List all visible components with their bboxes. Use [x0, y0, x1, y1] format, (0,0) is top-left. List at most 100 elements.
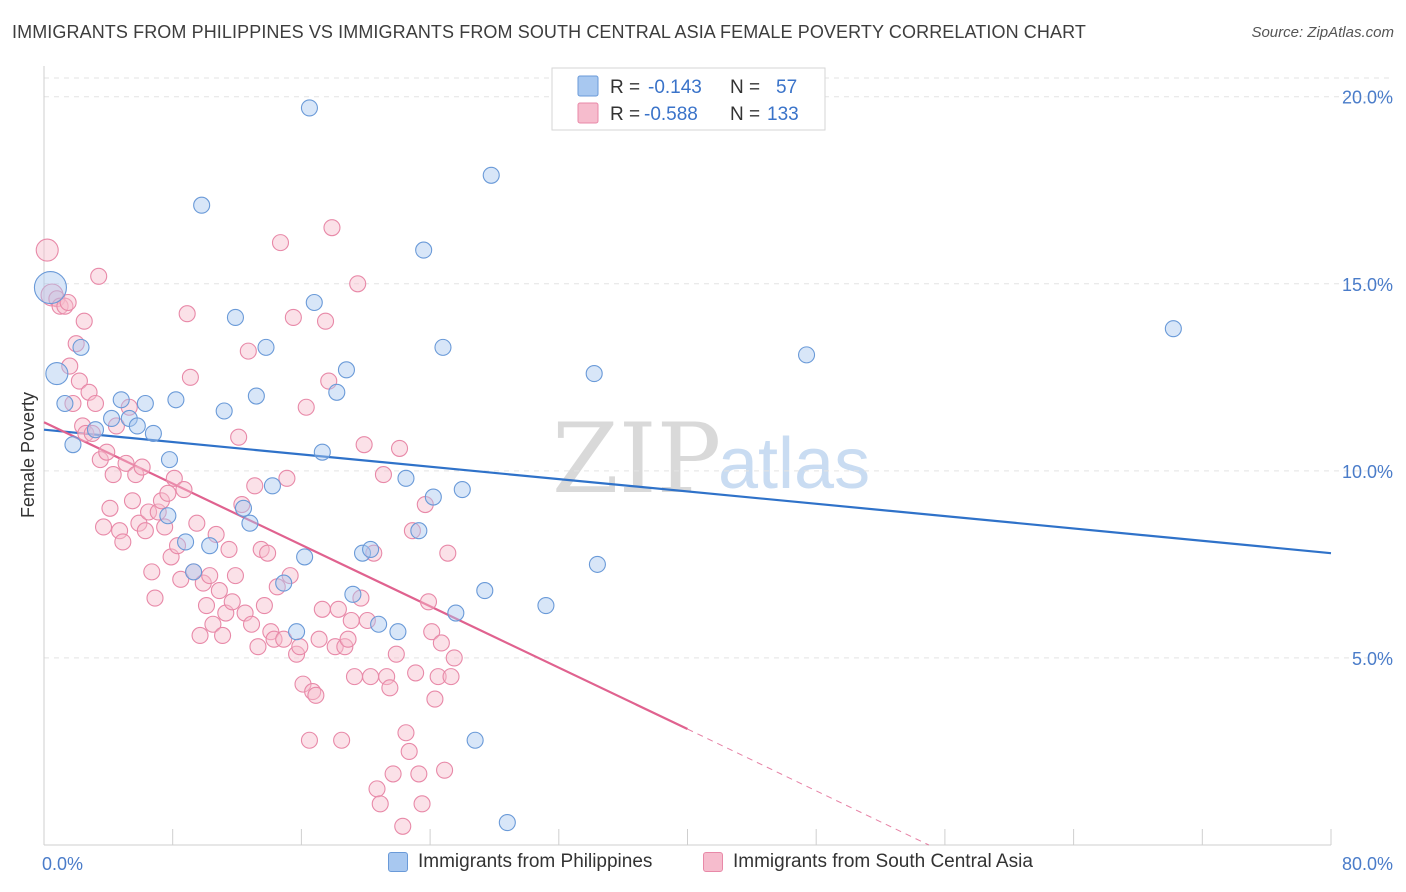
bottom-legend-item-philippines: Immigrants from Philippines	[388, 851, 652, 873]
south-central-asia-swatch	[703, 852, 723, 872]
philippines-point	[103, 409, 121, 428]
south-central-asia-point	[133, 458, 151, 476]
legend-swatch-south-central-asia	[577, 102, 599, 124]
south-central-asia-point	[316, 312, 335, 330]
philippines-point	[313, 443, 331, 461]
philippines-point	[72, 338, 90, 356]
south-central-asia-point	[191, 626, 209, 645]
philippines-point	[370, 615, 388, 633]
grid	[44, 77, 1392, 659]
bottom-legend-item-south-central-asia: Immigrants from South Central Asia	[703, 851, 1033, 873]
south-central-asia-point	[419, 593, 438, 611]
x-tick-label-min: 0.0%	[42, 854, 83, 874]
south-central-asia-point	[146, 589, 164, 607]
south-central-asia-point	[188, 514, 206, 532]
south-central-asia-point	[230, 428, 248, 446]
south-central-asia-point	[159, 484, 177, 502]
philippines-point	[86, 421, 105, 439]
south-central-asia-point	[246, 477, 264, 495]
philippines-point	[275, 574, 293, 592]
south-central-asia-point	[136, 522, 154, 540]
legend-r-label-1: R =	[610, 77, 640, 98]
y-tick-label-10: 10.0%	[1342, 462, 1393, 482]
philippines-point	[160, 451, 179, 469]
south-central-asia-point	[255, 596, 273, 615]
south-central-asia-point	[197, 596, 216, 615]
south-central-asia-point	[168, 537, 187, 555]
south-central-asia-point	[35, 238, 59, 262]
south-central-asia-point	[374, 466, 392, 484]
philippines-point	[476, 582, 494, 600]
south-central-asia-point	[117, 454, 135, 472]
south-central-asia-point	[387, 645, 405, 663]
legend-box: R = -0.143 N = 57 R = -0.588 N = 133	[551, 67, 826, 131]
south-central-asia-point	[90, 267, 108, 285]
philippines-point	[588, 555, 606, 573]
philippines-point	[215, 402, 233, 420]
philippines-point	[337, 361, 355, 379]
chart-title: IMMIGRANTS FROM PHILIPPINES VS IMMIGRANT…	[12, 22, 1086, 42]
philippines-point	[389, 623, 407, 641]
south-central-asia-point	[181, 368, 199, 386]
south-central-asia-point	[313, 600, 331, 618]
south-central-asia-point	[140, 503, 158, 521]
south-central-asia-point	[59, 293, 77, 312]
south-central-asia-point	[429, 668, 447, 686]
chart-source: Source: ZipAtlas.com	[1251, 24, 1394, 41]
philippines-point	[482, 166, 500, 184]
south-central-asia-point	[156, 518, 174, 536]
philippines-point	[56, 394, 74, 413]
south-central-asia-point	[291, 638, 309, 656]
philippines-point	[305, 293, 323, 312]
y-tick-label-5: 5.0%	[1352, 649, 1393, 669]
south-central-asia-point	[77, 424, 95, 442]
legend-n-label-2: N =	[730, 104, 760, 125]
south-central-asia-point	[70, 372, 88, 390]
south-central-asia-point	[223, 593, 241, 611]
philippines-point	[263, 477, 281, 495]
philippines-point	[537, 596, 555, 615]
legend-n-value-2: 133	[767, 104, 799, 125]
south-central-asia-point	[61, 357, 79, 375]
legend-n-label-1: N =	[730, 77, 760, 98]
philippines-point	[344, 585, 362, 603]
bottom-legend-label-philippines: Immigrants from Philippines	[418, 851, 653, 872]
south-central-asia-point	[149, 503, 167, 521]
south-central-asia-point	[397, 724, 415, 742]
south-central-asia-point	[410, 765, 428, 783]
south-central-asia-point	[442, 668, 460, 686]
watermark-zip: ZIP	[552, 403, 721, 515]
south-central-asia-point	[275, 630, 293, 648]
philippines-point	[453, 481, 471, 499]
legend-r-label-2: R =	[610, 104, 640, 125]
south-central-asia-point	[249, 638, 267, 656]
philippines-point	[328, 383, 346, 401]
south-central-asia-point	[345, 668, 364, 686]
south-central-asia-point	[94, 518, 113, 536]
south-central-asia-point	[390, 439, 409, 457]
philippines-point	[424, 488, 442, 506]
legend-swatch-philippines	[577, 75, 599, 97]
south-central-asia-point	[394, 817, 412, 835]
philippines-point	[797, 346, 816, 364]
south-central-asia-point	[423, 623, 441, 641]
south-central-asia-point	[432, 634, 450, 652]
south-central-asia-point	[362, 668, 380, 686]
south-central-asia-point	[278, 469, 296, 487]
philippines-point	[362, 540, 380, 558]
south-central-asia-point	[426, 690, 444, 708]
philippines-point	[296, 548, 314, 566]
philippines-point	[257, 338, 275, 356]
bottom-legend-label-south-central-asia: Immigrants from South Central Asia	[733, 851, 1033, 872]
south-central-asia-point	[114, 533, 132, 551]
philippines-point	[498, 814, 516, 832]
south-central-asia-point	[111, 522, 129, 540]
south-central-asia-point	[400, 742, 418, 761]
watermark: ZIP atlas	[552, 403, 870, 515]
south-central-asia-point	[310, 630, 328, 648]
south-central-asia-point	[342, 611, 360, 630]
south-central-asia-point	[265, 630, 283, 648]
south-central-asia-point	[371, 795, 389, 813]
south-central-asia-point	[436, 761, 454, 779]
trend-lines	[43, 421, 1332, 846]
